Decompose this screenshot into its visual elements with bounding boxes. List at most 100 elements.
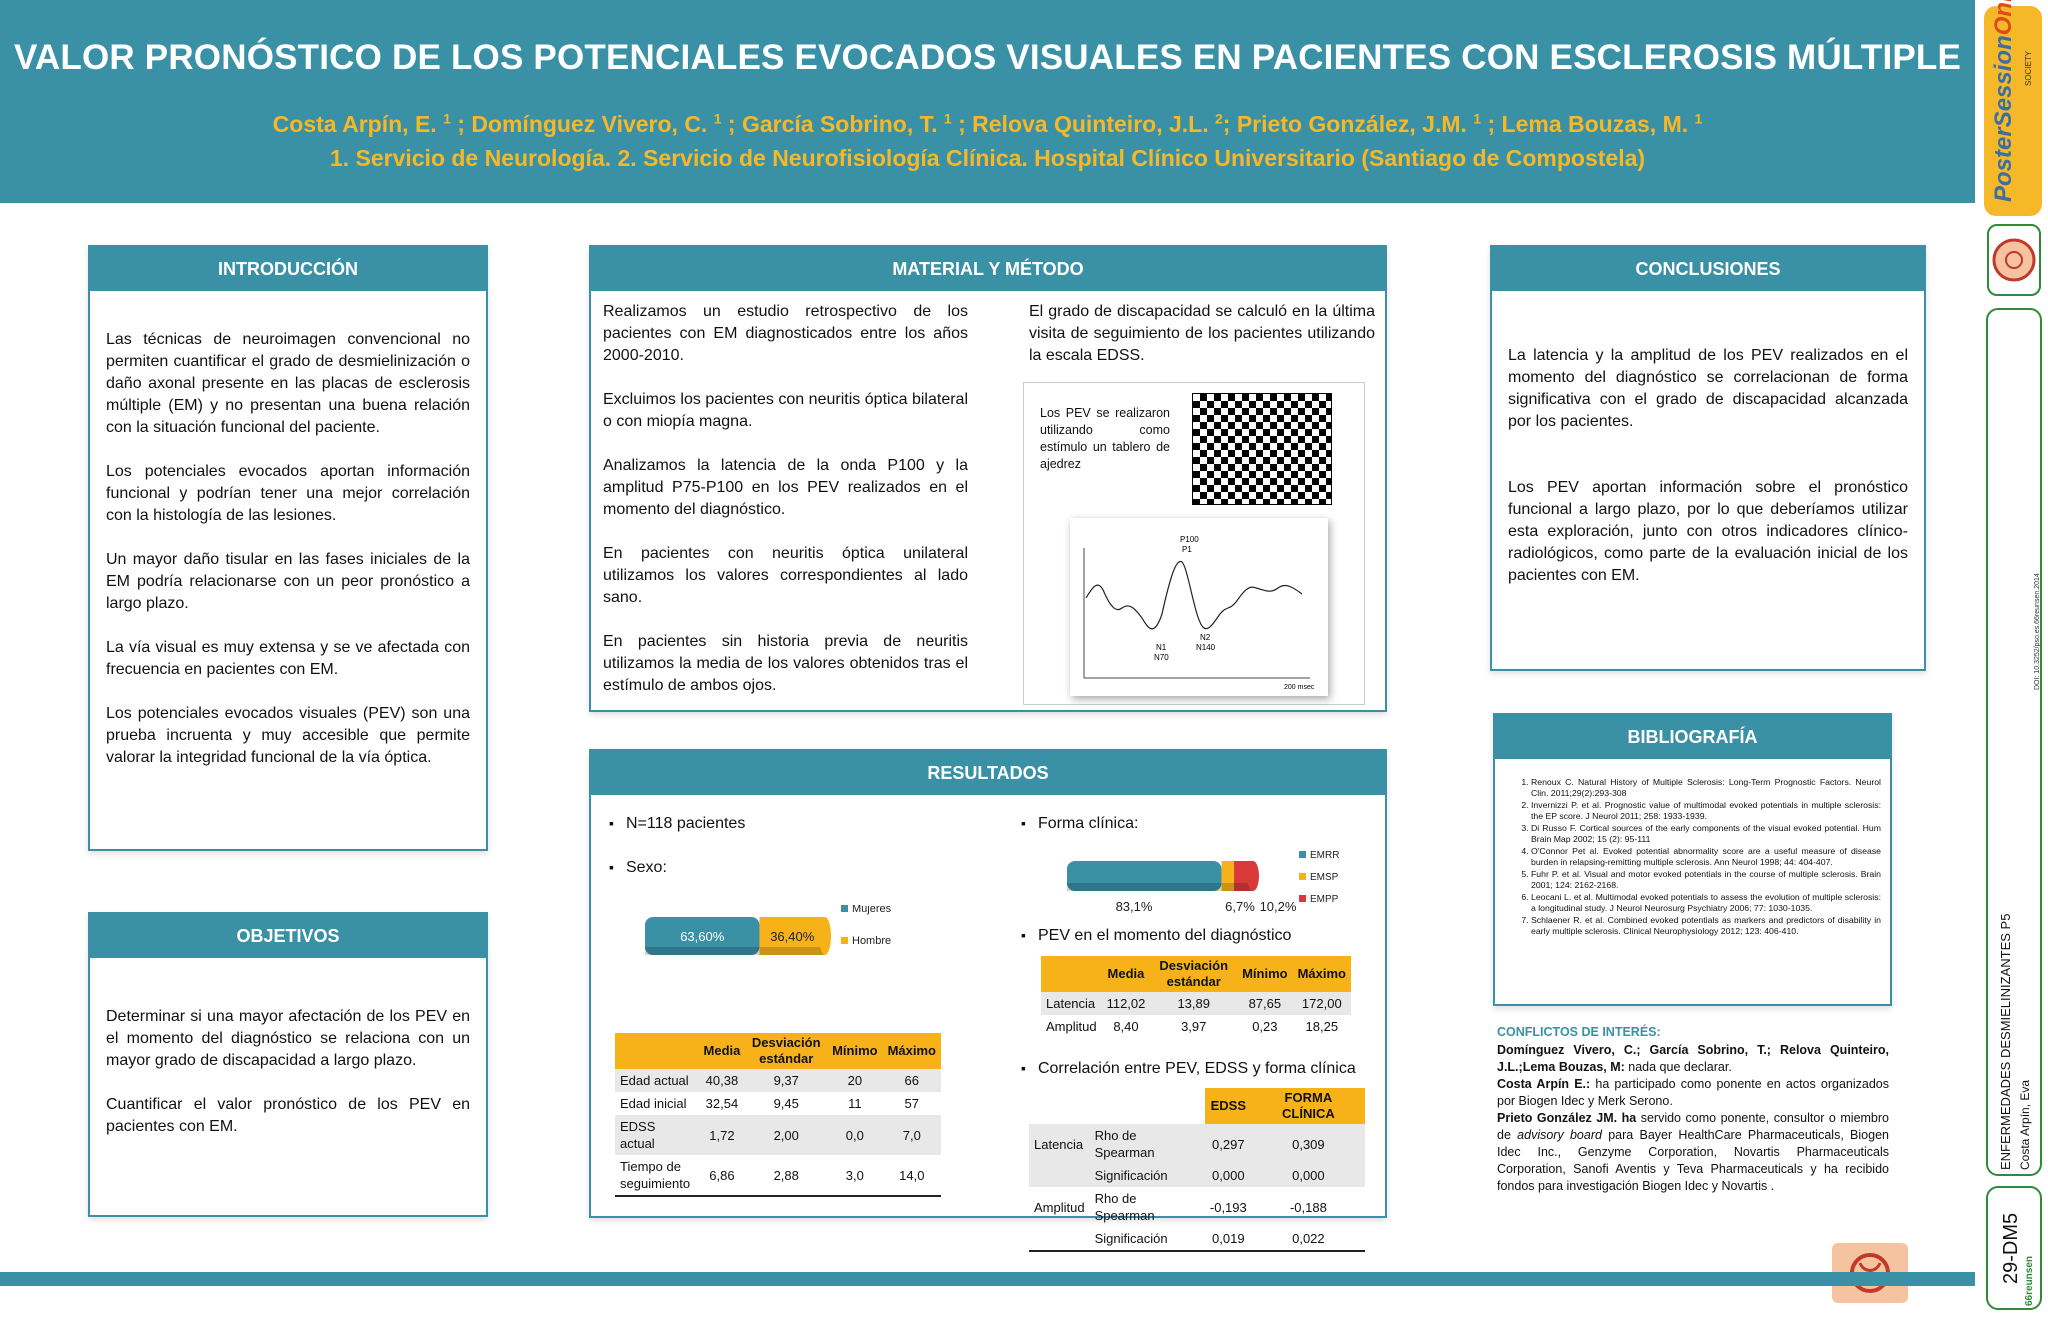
table-header-cell: Media bbox=[1101, 956, 1151, 992]
intro-paragraph: Los potenciales evocados visuales (PEV) … bbox=[106, 705, 470, 766]
legend-swatch bbox=[1299, 873, 1306, 880]
data-label: 10,2% bbox=[1260, 899, 1297, 914]
table-cell: Tiempo de seguimiento bbox=[620, 1159, 691, 1191]
table-header-cell: Media bbox=[698, 1033, 746, 1069]
forma-label: Forma clínica: bbox=[1021, 815, 1138, 833]
checkerboard-image bbox=[1192, 393, 1332, 505]
table-cell: 6,86 bbox=[709, 1167, 735, 1183]
label-n140: N140 bbox=[1196, 643, 1216, 652]
objetivos-paragraph: Determinar si una mayor afectación de lo… bbox=[106, 1008, 470, 1069]
table-row: Latencia 112,02 13,89 87,65 172,00 bbox=[1041, 992, 1351, 1015]
data-label: 63,60% bbox=[680, 929, 725, 944]
label-n70: N70 bbox=[1154, 653, 1169, 662]
method-figure: Los PEV se realizaron utilizando como es… bbox=[1023, 382, 1365, 705]
table-header-cell: Mínimo bbox=[827, 1033, 883, 1069]
table-cell: 2,00 bbox=[745, 1115, 828, 1155]
table-header-cell bbox=[1029, 1088, 1090, 1124]
legend-label: EMRR bbox=[1310, 850, 1339, 861]
bibliography-item: O'Connor Pet al. Evoked potential abnorm… bbox=[1531, 846, 1881, 868]
table-cell: Significación bbox=[1094, 1231, 1168, 1246]
legend-label: EMPP bbox=[1310, 894, 1339, 905]
metodo-paragraph-right: El grado de discapacidad se calculó en l… bbox=[1029, 303, 1375, 364]
table-cell: Amplitud bbox=[1046, 1019, 1097, 1034]
table-row: Latencia Rho de Spearman 0,297 0,309 bbox=[1029, 1124, 1365, 1164]
vep-waveform-chart: P100 P1 N1 N70 N2 N140 200 msec bbox=[1083, 535, 1315, 691]
intro-paragraph: Las técnicas de neuroimagen convencional… bbox=[106, 331, 470, 436]
sidebar-code-panel: 29-DM5 66reunsen bbox=[1986, 1186, 2042, 1310]
poster-code: 29-DM5 bbox=[2000, 1212, 2022, 1284]
forma-chart: 83,1% EMRR 6,7% EMSP 10,2% EMPP bbox=[1067, 850, 1339, 914]
pev-label: PEV en el momento del diagnóstico bbox=[1021, 927, 1291, 945]
table-cell: Latencia bbox=[1029, 1124, 1090, 1164]
table-cell: 0,000 bbox=[1204, 1164, 1252, 1187]
table-cell: 3,0 bbox=[845, 1167, 864, 1183]
table-cell: Edad actual bbox=[615, 1069, 699, 1092]
table-cell: 13,89 bbox=[1150, 992, 1238, 1015]
author-name: Prieto González, J.M. 1 bbox=[1236, 110, 1482, 137]
author-name: Costa Arpín, E. 1 bbox=[272, 110, 451, 137]
table-cell: 172,00 bbox=[1292, 992, 1351, 1015]
metodo-paragraph: Realizamos un estudio retrospectivo de l… bbox=[603, 303, 968, 364]
table-cell: 0,022 bbox=[1292, 1231, 1325, 1246]
affiliations: 1. Servicio de Neurología. 2. Servicio d… bbox=[329, 145, 1646, 171]
pev-table: Media Desviación estándar Mínimo Máximo Late… bbox=[1041, 956, 1351, 1038]
table-cell: -0,193 bbox=[1209, 1199, 1247, 1215]
bar-shade bbox=[1234, 883, 1253, 891]
table-cell bbox=[1029, 1164, 1090, 1187]
conflict-paragraph: Domínguez Vivero, C.; García Sobrino, T.… bbox=[1497, 1043, 1889, 1074]
footer-bar bbox=[0, 1272, 1975, 1286]
table-cell: 2,88 bbox=[773, 1167, 799, 1183]
poster-title: VALOR PRONÓSTICO DE LOS POTENCIALES EVOC… bbox=[13, 38, 1962, 77]
doi-text: DOI: 10.3252/pso.es.66reunsen.2014 bbox=[2034, 573, 2041, 690]
table-cell: 87,65 bbox=[1237, 992, 1293, 1015]
table-cell: Amplitud bbox=[1034, 1199, 1085, 1215]
table-header-cell: Máximo bbox=[1292, 956, 1351, 992]
table-header-cell bbox=[615, 1033, 699, 1069]
resultados-heading: RESULTADOS bbox=[591, 751, 1385, 795]
conclusiones-paragraph: Los PEV aportan información sobre el pro… bbox=[1508, 479, 1908, 584]
conflicts-section: CONFLICTOS DE INTERÉS: Domínguez Vivero,… bbox=[1497, 1024, 1889, 1195]
table-cell: -0,188 bbox=[1289, 1199, 1327, 1215]
table-cell: 8,40 bbox=[1113, 1019, 1139, 1034]
table-cell: 0,019 bbox=[1212, 1231, 1245, 1246]
label-n2: N2 bbox=[1200, 633, 1211, 642]
author-name: Relova Quinteiro, J.L. 2 bbox=[972, 110, 1223, 137]
table-row: Amplitud 8,40 3,97 0,23 18,25 bbox=[1041, 1015, 1351, 1038]
bibliografia-heading: BIBLIOGRAFÍA bbox=[1495, 715, 1890, 759]
intro-section: INTRODUCCIÓN Las técnicas de neuroimagen… bbox=[88, 245, 488, 851]
metodo-section: MATERIAL Y MÉTODO Realizamos un estudio … bbox=[589, 245, 1387, 712]
author-list: Costa Arpín, E. 1 ; Domínguez Vivero, C.… bbox=[272, 110, 1703, 137]
conclusiones-paragraph: La latencia y la amplitud de los PEV rea… bbox=[1508, 347, 1908, 430]
table-cell: Latencia bbox=[1041, 992, 1102, 1015]
table-header-cell: FORMA CLÍNICA bbox=[1251, 1088, 1365, 1124]
bibliografia-section: BIBLIOGRAFÍA Renoux C. Natural History o… bbox=[1493, 713, 1892, 1006]
resultados-section: RESULTADOS N=118 pacientes Sexo: Forma c… bbox=[589, 749, 1387, 1252]
legend-label: Mujeres bbox=[852, 905, 891, 915]
brand-society: SOCIETY bbox=[2024, 50, 2033, 86]
vep-waveform-panel: P100 P1 N1 N70 N2 N140 200 msec bbox=[1070, 518, 1328, 696]
sex-label: Sexo: bbox=[609, 859, 667, 877]
table-cell: 9,45 bbox=[773, 1096, 799, 1111]
table-row: EDSS actual 1,72 2,00 0,0 7,0 bbox=[615, 1115, 941, 1155]
table-cell: 3,97 bbox=[1181, 1019, 1207, 1034]
clinical-table: Media Desviación estándar Mínimo Máximo Edad… bbox=[615, 1033, 941, 1197]
bar-shade bbox=[759, 947, 825, 955]
metodo-heading: MATERIAL Y MÉTODO bbox=[591, 247, 1385, 291]
bibliography-list: Renoux C. Natural History of Multiple Sc… bbox=[1509, 777, 1881, 938]
table-cell: Significación bbox=[1089, 1164, 1205, 1187]
table-cell: 0,23 bbox=[1252, 1019, 1278, 1034]
bar-end-cap bbox=[1247, 861, 1259, 891]
bar-segment-hombres bbox=[759, 917, 825, 955]
table-header-cell: Desviación estándar bbox=[1150, 956, 1238, 992]
bar-end-cap bbox=[819, 917, 831, 955]
table-cell: Rho de Spearman bbox=[1094, 1191, 1155, 1223]
intro-paragraph: La vía visual es muy extensa y se ve afe… bbox=[106, 639, 470, 678]
objetivos-section: OBJETIVOS Determinar si una mayor afecta… bbox=[88, 912, 488, 1217]
table-cell: Rho de Spearman bbox=[1089, 1124, 1205, 1164]
table-cell: 112,02 bbox=[1101, 992, 1151, 1015]
author-name: García Sobrino, T. 1 bbox=[741, 110, 952, 137]
intro-paragraph: Los potenciales evocados aportan informa… bbox=[106, 463, 470, 524]
bar-segment-emsp bbox=[1221, 861, 1235, 891]
correlation-table: EDSS FORMA CLÍNICA Latencia Rho de Spearman… bbox=[1029, 1088, 1365, 1252]
bibliography-item: Fuhr P. et al. Visual and motor evoked p… bbox=[1531, 869, 1881, 891]
